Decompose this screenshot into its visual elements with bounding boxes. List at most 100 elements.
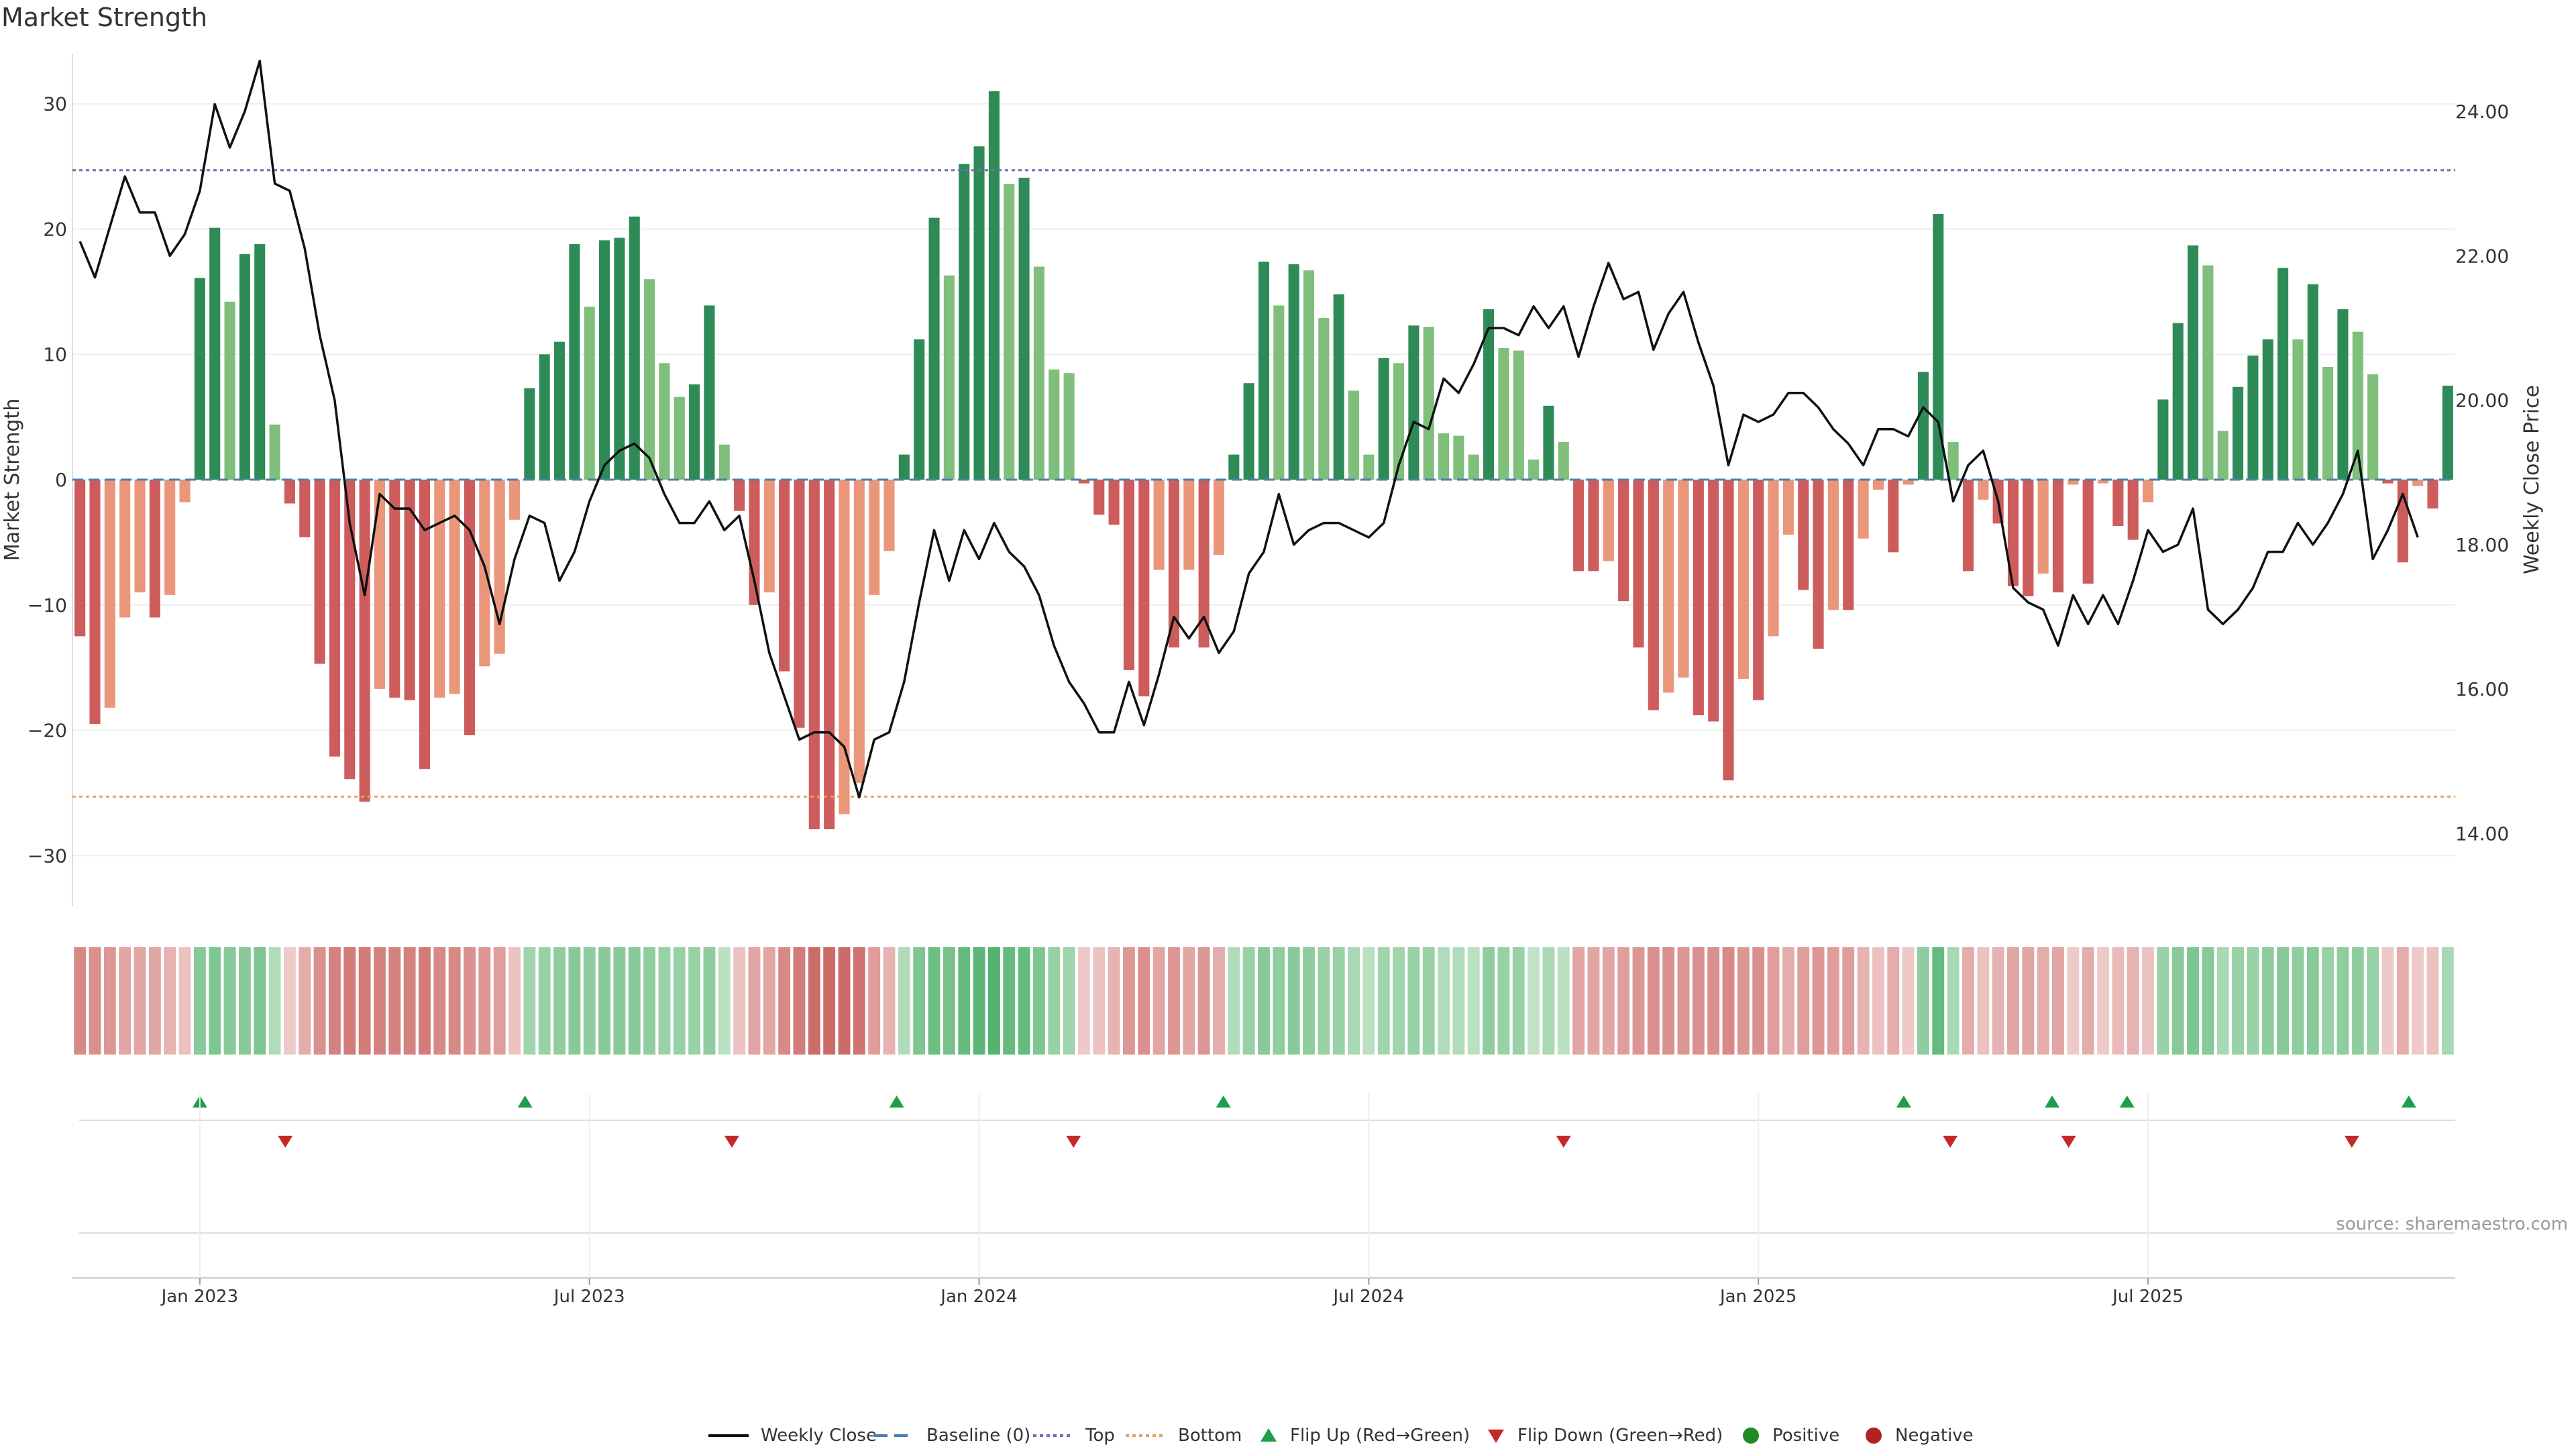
strength-bar	[2172, 323, 2184, 480]
strength-bar	[763, 480, 775, 593]
heat-strip-cell	[2216, 947, 2229, 1055]
y2-axis-title: Weekly Close Price	[2520, 385, 2544, 574]
heat-strip-cell	[283, 947, 296, 1055]
strength-bar	[2397, 480, 2408, 563]
strength-bar	[869, 480, 880, 595]
strength-bar	[1468, 454, 1479, 480]
heat-strip-cell	[2232, 947, 2245, 1055]
strength-bar	[494, 480, 505, 654]
x-tick-label: Jul 2024	[1332, 1287, 1404, 1307]
y2-tick-label: 20.00	[2455, 390, 2509, 412]
strength-bar	[1273, 305, 1285, 480]
strength-bar	[1798, 480, 1809, 590]
heat-strip-cell	[823, 947, 836, 1055]
strength-bar	[1333, 294, 1344, 480]
strength-bar	[779, 480, 790, 672]
strength-bar	[2322, 366, 2334, 480]
heat-strip-cell	[688, 947, 701, 1055]
heat-strip-cell	[1797, 947, 1810, 1055]
strength-bar	[1648, 480, 1659, 710]
heat-strip-cell	[1483, 947, 1495, 1055]
heat-strip-cell	[1557, 947, 1570, 1055]
strength-bar	[973, 146, 985, 480]
strength-bar	[1962, 480, 1974, 572]
heat-strip-cell	[2396, 947, 2409, 1055]
y-tick-label: 0	[55, 469, 67, 491]
strength-bar	[1318, 318, 1330, 480]
strength-bar	[1408, 325, 1419, 480]
heat-strip-cell	[1782, 947, 1794, 1055]
strength-bar	[194, 278, 205, 480]
strength-bar	[2427, 480, 2438, 508]
y-axis-title: Market Strength	[1, 398, 24, 561]
strength-bar	[404, 480, 415, 700]
strength-bar	[1303, 270, 1315, 480]
heat-strip-cell	[1287, 947, 1300, 1055]
strength-bar	[1543, 405, 1554, 480]
heat-strip-cell	[553, 947, 566, 1055]
heat-strip-cell	[1692, 947, 1705, 1055]
heat-strip-cell	[1318, 947, 1330, 1055]
heat-strip-cell	[1572, 947, 1585, 1055]
heat-strip-cell	[464, 947, 476, 1055]
heat-strip-cell	[943, 947, 955, 1055]
heat-strip-cell	[2247, 947, 2259, 1055]
y2-tick-label: 24.00	[2455, 101, 2509, 123]
heat-strip-cell	[1393, 947, 1405, 1055]
strength-bar	[824, 480, 835, 830]
legend-label-flip-down: Flip Down (Green→Red)	[1517, 1426, 1723, 1446]
legend-label-negative: Negative	[1895, 1426, 1974, 1446]
y-tick-label: −30	[28, 845, 67, 867]
strength-bar	[224, 301, 235, 480]
flip-up-marker	[889, 1095, 904, 1108]
heat-strip-cell	[329, 947, 341, 1055]
strength-bar	[883, 480, 895, 551]
heat-strip-cell	[89, 947, 101, 1055]
strength-bar	[1737, 480, 1749, 679]
strength-bar	[2337, 309, 2349, 480]
legend-label-baseline: Baseline (0)	[926, 1426, 1030, 1446]
strength-bar	[2277, 268, 2289, 480]
heat-strip-cell	[987, 947, 1000, 1055]
heat-strip-cell	[2261, 947, 2274, 1055]
heat-strip-cell	[868, 947, 881, 1055]
strength-bar	[584, 307, 595, 480]
heat-strip-cell	[433, 947, 446, 1055]
heat-strip-cell	[1992, 947, 2004, 1055]
heat-strip-cell	[2277, 947, 2290, 1055]
strength-bar	[1678, 480, 1689, 678]
strength-bar	[1573, 480, 1585, 572]
heat-strip-cell	[1348, 947, 1360, 1055]
strength-bar	[1498, 347, 1509, 480]
strength-bar	[1872, 480, 1884, 490]
strength-bar	[149, 480, 160, 618]
strength-bar	[2262, 339, 2273, 480]
legend-flip-down-icon	[1488, 1430, 1504, 1443]
strength-bar	[898, 454, 910, 480]
strength-bar	[614, 237, 625, 480]
heat-strip-cell	[343, 947, 356, 1055]
strength-bar	[254, 244, 266, 480]
strength-bar	[2112, 480, 2124, 527]
heat-strip-cell	[1587, 947, 1600, 1055]
strength-bar	[1378, 358, 1389, 480]
strength-bar	[2202, 265, 2214, 480]
heat-strip-cell	[1962, 947, 1974, 1055]
heat-strip-cell	[898, 947, 910, 1055]
heat-strip-cell	[1152, 947, 1165, 1055]
strength-bar	[2007, 480, 2019, 586]
heat-strip-cell	[1407, 947, 1420, 1055]
x-tick-label: Jan 2025	[1719, 1287, 1797, 1307]
heat-strip-cell	[508, 947, 521, 1055]
y2-tick-label: 22.00	[2455, 245, 2509, 267]
strength-bar	[853, 480, 865, 783]
heat-strip-cell	[1273, 947, 1285, 1055]
heat-strip-cell	[1258, 947, 1270, 1055]
strength-bar	[2037, 480, 2049, 574]
heat-strip-cell	[973, 947, 985, 1055]
heat-strip-cell	[1032, 947, 1045, 1055]
strength-bar	[479, 480, 490, 667]
heat-strip-cell	[1093, 947, 1106, 1055]
strength-bar	[524, 388, 535, 480]
heat-strip-cell	[148, 947, 161, 1055]
